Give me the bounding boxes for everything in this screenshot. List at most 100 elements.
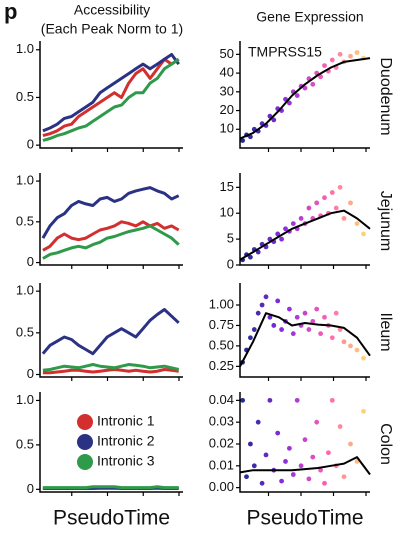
scatter-point — [251, 463, 257, 469]
scatter-point — [255, 419, 261, 425]
legend-label: Intronic 2 — [97, 433, 155, 449]
scatter-point — [341, 474, 347, 480]
series-line — [42, 57, 180, 138]
trend-line — [239, 456, 371, 476]
axes — [239, 173, 370, 266]
scatter-point — [302, 437, 308, 443]
axes — [39, 392, 183, 493]
scatter-point — [263, 452, 269, 458]
scatter-point — [244, 474, 249, 480]
scatter-point — [306, 476, 312, 482]
y-tick-label: 0 — [27, 254, 34, 269]
scatter-point — [302, 85, 308, 91]
y-tick-label: 15 — [220, 179, 234, 194]
scatter-point — [361, 231, 366, 237]
scatter-point — [329, 57, 335, 63]
scatter-point — [279, 327, 284, 332]
scatter-point — [318, 467, 323, 473]
trend-line — [239, 209, 371, 261]
scatter-point — [279, 236, 284, 242]
axes — [239, 392, 370, 493]
scatter-point — [314, 306, 320, 312]
scatter-point — [294, 314, 300, 320]
scatter-point — [294, 93, 300, 98]
scatter-point — [322, 314, 327, 320]
scatter-point — [354, 347, 360, 353]
row-label: Duodenum — [377, 57, 394, 135]
scatter-point — [259, 302, 265, 308]
y-tick-label: 30 — [220, 83, 234, 98]
y-tick-label: 0.00 — [209, 479, 234, 494]
trend-line — [239, 312, 371, 367]
y-tick-label: 1.0 — [16, 173, 34, 188]
y-tick-label: 0 — [227, 256, 234, 271]
y-tick-label: 40 — [220, 65, 234, 80]
annotation: TMPRSS15 — [248, 44, 322, 60]
scatter-point — [259, 480, 265, 486]
scatter-point — [329, 335, 335, 341]
series-line — [41, 186, 180, 239]
legend-marker — [77, 454, 93, 470]
panel-label: p — [4, 0, 17, 24]
scatter-point — [302, 310, 308, 316]
series-line — [41, 308, 180, 356]
scatter-point — [283, 226, 288, 232]
scatter-point — [248, 335, 253, 341]
series-line — [42, 220, 180, 252]
y-tick-label: 0.5 — [16, 213, 34, 228]
y-tick-label: 0.5 — [16, 436, 34, 451]
column-header: Gene Expression — [256, 9, 363, 25]
y-tick-label: 1.00 — [209, 296, 234, 311]
y-tick-label: 0 — [27, 481, 34, 496]
scatter-point — [310, 318, 316, 324]
row-label: Ileum — [377, 312, 394, 351]
scatter-point — [337, 51, 343, 57]
y-tick-label: 1.0 — [16, 283, 34, 298]
legend-label: Intronic 1 — [97, 413, 155, 429]
scatter-point — [318, 74, 323, 80]
y-tick-label: 0.02 — [209, 435, 234, 450]
column-subheader: (Each Peak Norm to 1) — [41, 21, 183, 37]
scatter-point — [263, 294, 269, 300]
scatter-point — [267, 397, 273, 403]
scatter-point — [267, 314, 273, 320]
scatter-point — [248, 441, 253, 447]
axes — [239, 41, 370, 149]
scatter-point — [329, 397, 335, 403]
scatter-point — [306, 205, 312, 211]
axes — [39, 173, 183, 266]
scatter-point — [271, 117, 277, 123]
scatter-point — [283, 459, 288, 464]
scatter-point — [333, 310, 339, 316]
y-tick-label: 0 — [27, 137, 34, 152]
y-tick-label: 0.04 — [209, 392, 234, 407]
series-line — [42, 363, 180, 372]
scatter-point — [341, 216, 347, 221]
legend-marker — [77, 414, 93, 430]
scatter-point — [348, 200, 353, 206]
scatter-point — [287, 100, 292, 106]
scatter-point — [275, 430, 281, 436]
scatter-point — [354, 221, 360, 226]
scatter-point — [298, 463, 304, 469]
scatter-point — [322, 195, 327, 201]
legend-label: Intronic 3 — [97, 453, 155, 469]
y-tick-label: 50 — [220, 46, 234, 61]
scatter-point — [322, 480, 327, 486]
scatter-point — [287, 445, 292, 451]
axes — [39, 283, 183, 378]
scatter-point — [271, 323, 277, 328]
axes — [239, 283, 370, 378]
scatter-point — [354, 50, 360, 55]
scatter-point — [310, 454, 316, 460]
column-header: Accessibility — [74, 2, 150, 18]
scatter-point — [290, 472, 296, 477]
scatter-point — [240, 138, 246, 143]
scatter-point — [326, 450, 331, 456]
axes — [39, 41, 183, 149]
scatter-point — [290, 221, 296, 226]
scatter-point — [341, 339, 347, 345]
row-label: Colon — [377, 423, 394, 465]
y-tick-label: 10 — [220, 121, 234, 136]
scatter-point — [314, 419, 320, 425]
